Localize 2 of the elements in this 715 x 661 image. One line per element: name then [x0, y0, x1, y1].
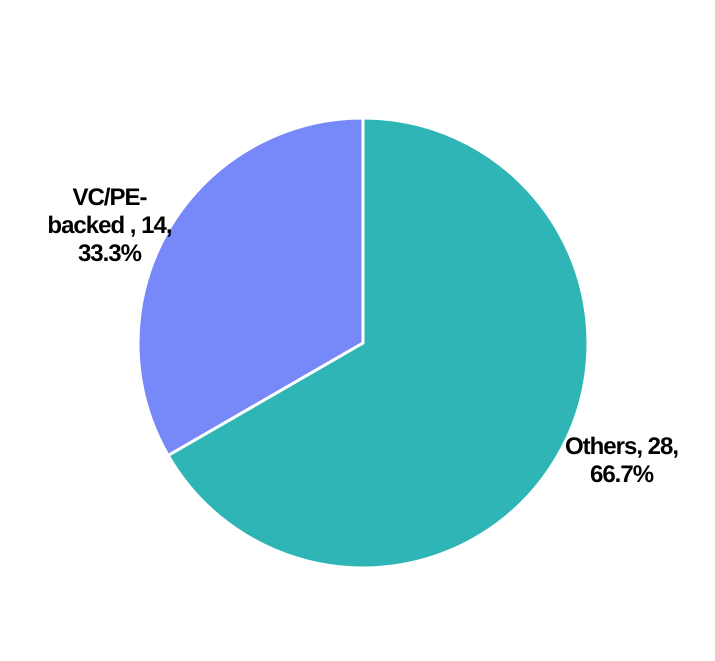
slice-label: VC/PE-backed , 14, 33.3% [46, 184, 172, 268]
slice-label: Others, 28, 66.7% [564, 432, 680, 488]
